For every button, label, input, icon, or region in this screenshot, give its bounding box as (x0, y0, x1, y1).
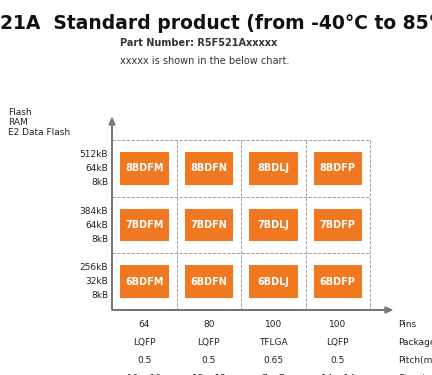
Bar (249, 152, 298, 184)
Text: TFLGA: TFLGA (259, 338, 288, 347)
Bar (314, 152, 362, 184)
Text: 8BDFN: 8BDFN (190, 164, 227, 173)
Text: Pitch(mm): Pitch(mm) (398, 356, 432, 365)
Text: 64kB: 64kB (85, 220, 108, 230)
Text: Pins: Pins (398, 320, 416, 329)
Text: LQFP: LQFP (133, 338, 156, 347)
Text: 8BDFP: 8BDFP (320, 164, 356, 173)
Text: 100: 100 (329, 320, 346, 329)
Bar (184, 266, 233, 298)
Text: 6BDFM: 6BDFM (125, 277, 163, 286)
Text: 384kB: 384kB (79, 207, 108, 216)
Bar (314, 266, 362, 298)
Bar (120, 209, 168, 242)
Text: 10 x 10: 10 x 10 (127, 374, 161, 375)
Text: 7BDFN: 7BDFN (191, 220, 227, 230)
Text: 0.5: 0.5 (202, 356, 216, 365)
Text: LQFP: LQFP (197, 338, 220, 347)
Text: 64: 64 (139, 320, 150, 329)
Text: 14 x 14: 14 x 14 (321, 374, 355, 375)
Text: 8kB: 8kB (91, 291, 108, 300)
Text: RX21A  Standard product (from -40°C to 85°C): RX21A Standard product (from -40°C to 85… (0, 14, 432, 33)
Text: 256kB: 256kB (79, 263, 108, 272)
Text: RAM: RAM (8, 118, 28, 127)
Bar (249, 266, 298, 298)
Text: 512kB: 512kB (79, 150, 108, 159)
Text: 7BDFM: 7BDFM (125, 220, 163, 230)
Bar (120, 152, 168, 184)
Bar (184, 152, 233, 184)
Text: 7BDLJ: 7BDLJ (257, 220, 289, 230)
Text: 0.65: 0.65 (263, 356, 283, 365)
Text: 64kB: 64kB (85, 164, 108, 173)
Text: E2 Data Flash: E2 Data Flash (8, 128, 70, 137)
Text: 8BDLJ: 8BDLJ (257, 164, 289, 173)
Text: LQFP: LQFP (327, 338, 349, 347)
Text: Packages: Packages (398, 338, 432, 347)
Text: 6BDLJ: 6BDLJ (257, 277, 289, 286)
FancyArrow shape (112, 307, 392, 313)
Text: 0.5: 0.5 (137, 356, 152, 365)
Text: xxxxx is shown in the below chart.: xxxxx is shown in the below chart. (120, 56, 289, 66)
Bar (249, 209, 298, 242)
Text: 0.5: 0.5 (330, 356, 345, 365)
Text: 6BDFN: 6BDFN (191, 277, 227, 286)
Text: 8kB: 8kB (91, 178, 108, 187)
Text: Flash: Flash (8, 108, 32, 117)
Text: 32kB: 32kB (85, 277, 108, 286)
Text: 12 x 12: 12 x 12 (192, 374, 226, 375)
Bar (120, 266, 168, 298)
Text: 7 x 7: 7 x 7 (262, 374, 285, 375)
Text: 8BDFM: 8BDFM (125, 164, 163, 173)
Text: 7BDFP: 7BDFP (320, 220, 356, 230)
FancyArrow shape (109, 118, 115, 310)
Text: 6BDFP: 6BDFP (320, 277, 356, 286)
Text: 100: 100 (265, 320, 282, 329)
Text: 80: 80 (203, 320, 215, 329)
Text: Sizes(mm): Sizes(mm) (398, 374, 432, 375)
Text: Part Number: R5F521Axxxxx: Part Number: R5F521Axxxxx (120, 38, 277, 48)
Bar (184, 209, 233, 242)
Bar (314, 209, 362, 242)
Text: 8kB: 8kB (91, 234, 108, 243)
